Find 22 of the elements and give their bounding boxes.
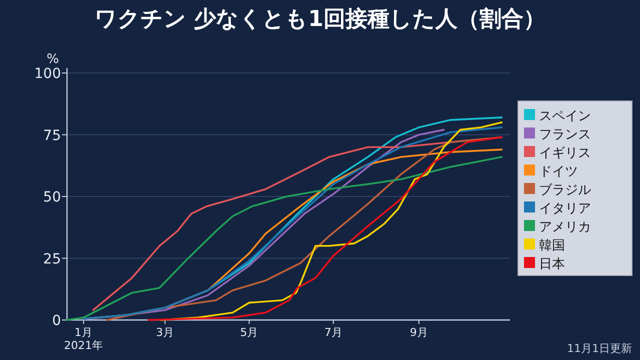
legend-label: イギリス xyxy=(539,146,591,161)
legend-label: イタリア xyxy=(539,202,591,216)
legend-label: ブラジル xyxy=(539,183,591,198)
y-tick-label: 75 xyxy=(43,128,61,144)
x-tick-label: 3月 xyxy=(156,326,174,339)
x-tick-label: 1月 2021年 xyxy=(64,326,104,352)
y-tick-label: 0 xyxy=(52,313,61,329)
y-tick-label: 100 xyxy=(34,66,61,82)
legend-label: アメリカ xyxy=(539,220,591,235)
legend-label: 韓国 xyxy=(539,238,565,254)
y-tick-label: 25 xyxy=(43,251,61,268)
x-tick-label: 7月 xyxy=(324,326,342,339)
x-tick-label: 9月 xyxy=(410,326,428,339)
legend-label: フランス xyxy=(539,128,591,142)
text: 11月1日更新 xyxy=(567,342,632,355)
legend-label: スペイン xyxy=(539,109,591,124)
legend-label: ドイツ xyxy=(539,164,578,180)
legend-label: 日本 xyxy=(539,257,565,272)
x-tick-label: 5月 xyxy=(240,326,258,339)
y-axis-title: % xyxy=(46,52,59,67)
y-tick-label: 50 xyxy=(43,190,61,206)
chart-title: ワクチン 少なくとも1回接種した人（割合） xyxy=(94,7,546,32)
